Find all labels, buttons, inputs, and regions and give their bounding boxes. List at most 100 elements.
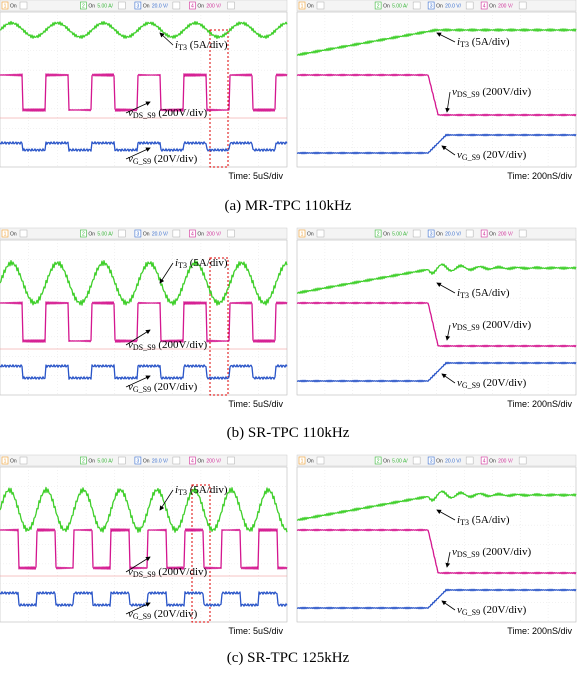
channel-scale: 20.0 V/: [445, 4, 461, 10]
channel-box: [519, 2, 526, 9]
panel-caption: (b) SR-TPC 110kHz: [227, 425, 350, 441]
channel-scale: 5.00 A/: [97, 4, 113, 10]
channel-box: [317, 230, 324, 237]
channel-state: On: [383, 4, 390, 10]
channel-scale: 200 V/: [206, 459, 221, 465]
signal-scale: (20V/div): [151, 153, 197, 165]
channel-state: On: [436, 459, 443, 465]
signal-scale: (200V/div): [156, 566, 208, 578]
channel-scale: 200 V/: [498, 459, 513, 465]
channel-box: [519, 230, 526, 237]
panel-caption: (c) SR-TPC 125kHz: [227, 650, 350, 666]
channel-box: [118, 457, 125, 464]
channel-state: On: [197, 232, 204, 238]
channel-state: On: [143, 4, 150, 10]
channel-scale: 20.0 V/: [152, 4, 168, 10]
channel-scale: 200 V/: [498, 4, 513, 10]
channel-state: On: [383, 459, 390, 465]
channel-state: On: [436, 4, 443, 10]
channel-state: On: [489, 459, 496, 465]
signal-scale: (200V/div): [156, 339, 208, 351]
channel-number: 3: [136, 4, 139, 10]
channel-state: On: [88, 4, 95, 10]
signal-scale: (200V/div): [480, 86, 532, 98]
channel-box: [227, 457, 234, 464]
channel-scale: 20.0 V/: [152, 232, 168, 238]
signal-subscript: G_S9: [133, 612, 151, 621]
signal-subscript: T3: [460, 291, 469, 300]
signal-scale: (200V/div): [480, 319, 532, 331]
channel-box: [466, 457, 473, 464]
channel-scale: 200 V/: [206, 232, 221, 238]
signal-scale: (5A/div): [187, 484, 228, 496]
signal-subscript: G_S9: [462, 608, 480, 617]
channel-number: 1: [301, 459, 304, 465]
signal-scale: (5A/div): [187, 39, 228, 51]
scope: 1On2On5.00 A/3On20.0 V/4On200 V/iT3 (5A/…: [0, 0, 287, 181]
channel-box: [413, 230, 420, 237]
channel-number: 1: [301, 232, 304, 238]
signal-subscript: DS_S9: [457, 90, 480, 99]
channel-state: On: [307, 459, 314, 465]
channel-box: [413, 457, 420, 464]
time-scale: Time: 200nS/div: [507, 626, 572, 636]
signal-scale: (5A/div): [469, 514, 510, 526]
signal-scale: (20V/div): [151, 381, 197, 393]
time-scale: Time: 200nS/div: [507, 171, 572, 181]
channel-box: [519, 457, 526, 464]
channel-state: On: [489, 232, 496, 238]
signal-subscript: G_S9: [133, 385, 151, 394]
signal-subscript: G_S9: [462, 381, 480, 390]
channel-box: [20, 457, 27, 464]
channel-state: On: [10, 232, 17, 238]
signal-subscript: T3: [178, 261, 187, 270]
channel-state: On: [436, 232, 443, 238]
signal-subscript: G_S9: [462, 153, 480, 162]
channel-box: [20, 2, 27, 9]
signal-scale: (20V/div): [480, 377, 526, 389]
channel-number: 2: [377, 4, 380, 10]
channel-scale: 5.00 A/: [392, 459, 408, 465]
signal-scale: (5A/div): [469, 287, 510, 299]
channel-state: On: [143, 232, 150, 238]
channel-state: On: [489, 4, 496, 10]
channel-number: 3: [430, 459, 433, 465]
signal-subscript: T3: [460, 518, 469, 527]
signal-subscript: DS_S9: [133, 570, 156, 579]
channel-scale: 5.00 A/: [97, 459, 113, 465]
figure: 1On2On5.00 A/3On20.0 V/4On200 V/iT3 (5A/…: [0, 0, 577, 679]
time-scale: Time: 5uS/div: [228, 626, 283, 636]
signal-subscript: T3: [460, 40, 469, 49]
channel-box: [227, 230, 234, 237]
scope: 1On2On5.00 A/3On20.0 V/4On200 V/iT3 (5A/…: [297, 0, 576, 181]
channel-box: [118, 2, 125, 9]
channel-number: 2: [82, 459, 85, 465]
channel-number: 4: [483, 4, 486, 10]
channel-number: 1: [301, 4, 304, 10]
channel-state: On: [10, 4, 17, 10]
channel-box: [173, 230, 180, 237]
time-scale: Time: 5uS/div: [228, 171, 283, 181]
channel-scale: 200 V/: [206, 4, 221, 10]
channel-state: On: [143, 459, 150, 465]
channel-number: 4: [483, 459, 486, 465]
channel-state: On: [10, 459, 17, 465]
channel-state: On: [307, 232, 314, 238]
signal-subscript: DS_S9: [133, 111, 156, 120]
channel-box: [317, 2, 324, 9]
channel-number: 2: [82, 232, 85, 238]
channel-number: 4: [483, 232, 486, 238]
channel-scale: 200 V/: [498, 232, 513, 238]
signal-scale: (5A/div): [469, 36, 510, 48]
signal-scale: (20V/div): [480, 604, 526, 616]
channel-state: On: [88, 232, 95, 238]
signal-scale: (200V/div): [156, 107, 208, 119]
channel-scale: 5.00 A/: [392, 4, 408, 10]
channel-state: On: [383, 232, 390, 238]
channel-scale: 5.00 A/: [97, 232, 113, 238]
signal-subscript: DS_S9: [457, 323, 480, 332]
channel-box: [227, 2, 234, 9]
channel-scale: 20.0 V/: [445, 232, 461, 238]
channel-box: [317, 457, 324, 464]
